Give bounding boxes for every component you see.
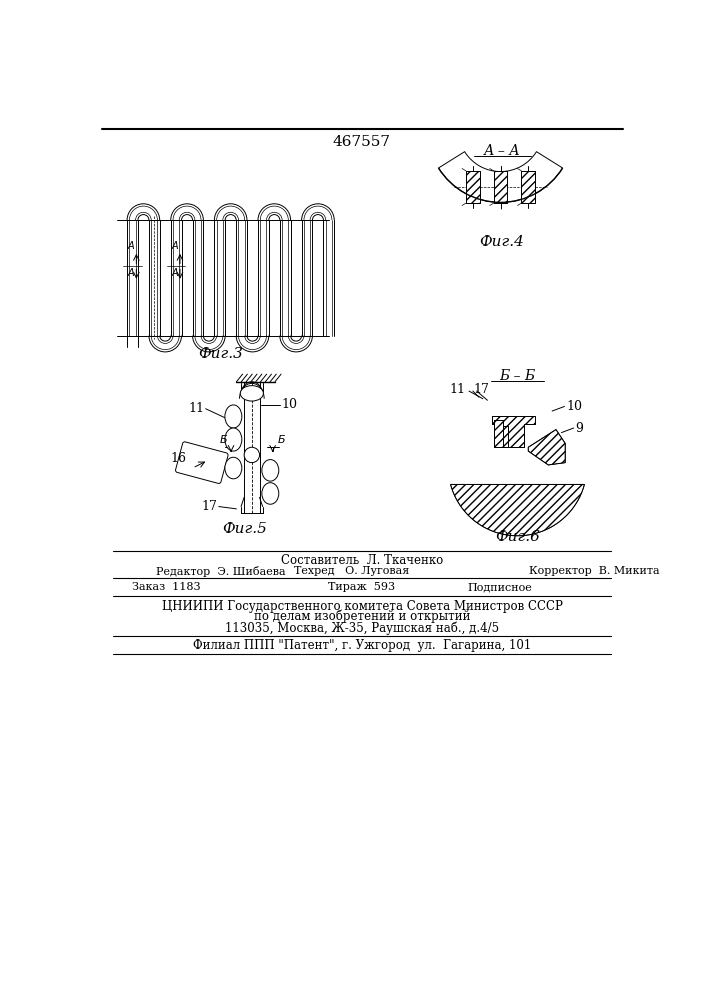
Bar (503, 426, 508, 447)
Text: А: А (127, 241, 134, 251)
Ellipse shape (244, 447, 259, 463)
Polygon shape (528, 430, 565, 465)
Bar (466, 171, 480, 203)
Text: ЦНИИПИ Государственного комитета Совета Министров СССР: ЦНИИПИ Государственного комитета Совета … (161, 600, 562, 613)
Text: Фиг.4: Фиг.4 (479, 235, 525, 249)
Text: Фиг.5: Фиг.5 (222, 522, 267, 536)
Text: А – А: А – А (484, 144, 520, 158)
FancyBboxPatch shape (175, 442, 228, 484)
Bar (521, 171, 535, 203)
Text: 11: 11 (450, 383, 466, 396)
Text: Составитель  Л. Ткаченко: Составитель Л. Ткаченко (281, 554, 443, 567)
Text: 467557: 467557 (333, 135, 391, 149)
Text: Б: Б (277, 435, 285, 445)
Text: А: А (171, 268, 177, 278)
Ellipse shape (262, 483, 279, 504)
Text: 11: 11 (188, 402, 204, 415)
Bar (493, 171, 508, 203)
Text: 113035, Москва, Ж-35, Раушская наб., д.4/5: 113035, Москва, Ж-35, Раушская наб., д.4… (225, 621, 499, 635)
Ellipse shape (240, 386, 264, 401)
Text: 10: 10 (281, 398, 297, 411)
Text: 9: 9 (575, 422, 583, 434)
Text: А: А (127, 268, 134, 278)
Text: А: А (171, 241, 177, 251)
Ellipse shape (225, 405, 242, 428)
Bar (493, 420, 503, 447)
Polygon shape (493, 416, 534, 447)
Text: Филиал ППП "Патент", г. Ужгород  ул.  Гагарина, 101: Филиал ППП "Патент", г. Ужгород ул. Гага… (193, 639, 531, 652)
Text: по делам изобретений и открытий: по делам изобретений и открытий (254, 610, 470, 623)
Text: Заказ  1183: Заказ 1183 (132, 582, 201, 592)
Text: Техред   О. Луговая: Техред О. Луговая (294, 566, 409, 576)
Bar (521, 171, 535, 203)
Ellipse shape (225, 457, 242, 479)
Text: 10: 10 (566, 400, 582, 413)
Text: Фиг.3: Фиг.3 (199, 347, 243, 361)
Polygon shape (450, 484, 585, 536)
Text: Корректор  В. Микита: Корректор В. Микита (529, 566, 660, 576)
Text: 17: 17 (201, 500, 217, 513)
Text: Редактор  Э. Шибаева: Редактор Э. Шибаева (156, 566, 285, 577)
Text: 17: 17 (474, 383, 489, 396)
Text: Тираж  593: Тираж 593 (328, 582, 395, 592)
Ellipse shape (225, 428, 242, 451)
Text: Фиг.6: Фиг.6 (495, 530, 540, 544)
Text: Б – Б: Б – Б (499, 369, 536, 383)
Ellipse shape (262, 460, 279, 481)
Bar (466, 171, 480, 203)
Text: 16: 16 (170, 452, 187, 465)
Bar (493, 171, 508, 203)
Text: Б: Б (220, 435, 227, 445)
Bar (503, 426, 508, 447)
Bar (493, 420, 503, 447)
Text: Подписное: Подписное (467, 582, 532, 592)
